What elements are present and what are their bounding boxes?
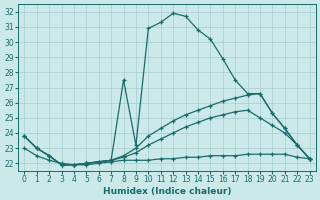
X-axis label: Humidex (Indice chaleur): Humidex (Indice chaleur) bbox=[103, 187, 231, 196]
